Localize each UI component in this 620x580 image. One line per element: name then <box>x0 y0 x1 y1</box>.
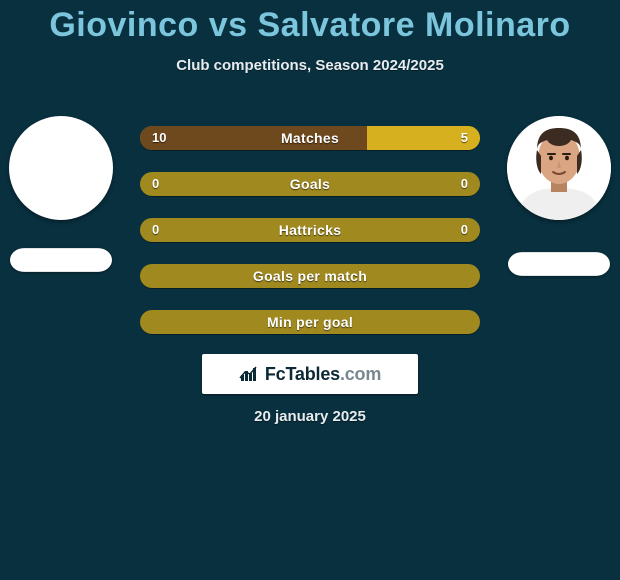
branding-text-main: FcTables <box>265 364 340 384</box>
branding-text: FcTables.com <box>265 364 381 385</box>
stat-value-left: 0 <box>140 172 171 196</box>
bar-chart-icon <box>239 365 261 383</box>
stat-row: Min per goal <box>140 310 480 334</box>
stat-value-right: 0 <box>449 172 480 196</box>
stat-row: Goals per match <box>140 264 480 288</box>
stat-value-right: 0 <box>449 218 480 242</box>
player-right-avatar <box>507 116 611 220</box>
player-right-photo-icon <box>507 116 611 220</box>
player-right-flag <box>508 252 610 276</box>
stat-label: Goals per match <box>140 264 480 288</box>
stat-row: Hattricks0 0 <box>140 218 480 242</box>
player-left-column <box>6 116 116 274</box>
date-label: 20 january 2025 <box>0 408 620 425</box>
stat-label: Min per goal <box>140 310 480 334</box>
player-right-column <box>504 116 614 278</box>
branding-text-suffix: .com <box>340 364 381 384</box>
page-subtitle: Club competitions, Season 2024/2025 <box>0 57 620 74</box>
comparison-card: Giovinco vs Salvatore Molinaro Club comp… <box>0 0 620 580</box>
stat-value-left: 0 <box>140 218 171 242</box>
stat-label: Matches <box>140 126 480 150</box>
stat-row: Matches10 5 <box>140 126 480 150</box>
branding-badge: FcTables.com <box>202 354 418 394</box>
stat-value-left: 10 <box>140 126 178 150</box>
stat-value-right: 5 <box>449 126 480 150</box>
stat-row: Goals0 0 <box>140 172 480 196</box>
player-left-avatar <box>9 116 113 220</box>
player-left-flag <box>10 248 112 272</box>
page-title: Giovinco vs Salvatore Molinaro <box>0 0 620 45</box>
stat-label: Goals <box>140 172 480 196</box>
stat-label: Hattricks <box>140 218 480 242</box>
stat-rows: Matches105Goals00Hattricks00Goals per ma… <box>140 126 480 356</box>
